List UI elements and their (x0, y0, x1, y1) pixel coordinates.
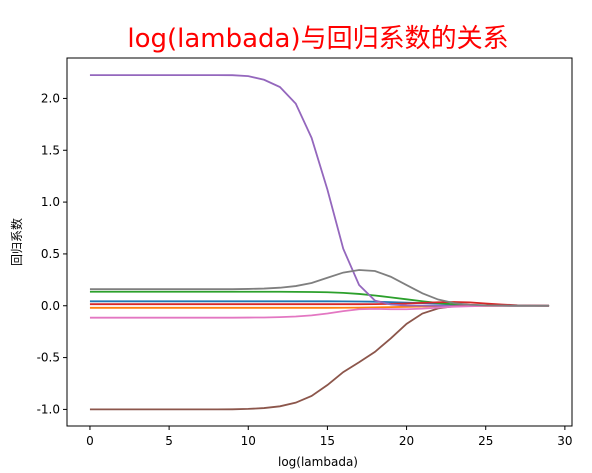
series-line-8 (89, 269, 550, 307)
series-line-7 (89, 304, 550, 319)
y-tick-label: 1.5 (41, 143, 60, 157)
series-layer (89, 74, 550, 411)
tick-layer: 0 5 10 15 20 25 30 -1.0 -0.5 0.0 0.5 1.0 1.5 2.0 (37, 91, 573, 448)
x-axis-label: log(lambada) (278, 455, 358, 469)
series-line-4 (89, 301, 550, 307)
plot-frame (66, 57, 573, 427)
y-axis-label: 回归系数 (9, 218, 24, 266)
x-tick-label: 15 (320, 434, 335, 448)
y-tick-label: 1.0 (41, 195, 60, 209)
y-tick-label: -0.5 (37, 351, 60, 365)
x-tick-label: 30 (557, 434, 572, 448)
y-tick-label: 0.5 (41, 247, 60, 261)
chart-title: log(lambada)与回归系数的关系 (127, 24, 508, 54)
x-tick-label: 25 (478, 434, 493, 448)
y-tick-label: -1.0 (37, 402, 60, 416)
x-tick-label: 20 (399, 434, 414, 448)
x-tick-label: 0 (86, 434, 94, 448)
x-tick-label: 10 (241, 434, 256, 448)
x-tick-label: 5 (165, 434, 173, 448)
y-tick-label: 0.0 (41, 299, 60, 313)
y-tick-label: 2.0 (41, 91, 60, 105)
